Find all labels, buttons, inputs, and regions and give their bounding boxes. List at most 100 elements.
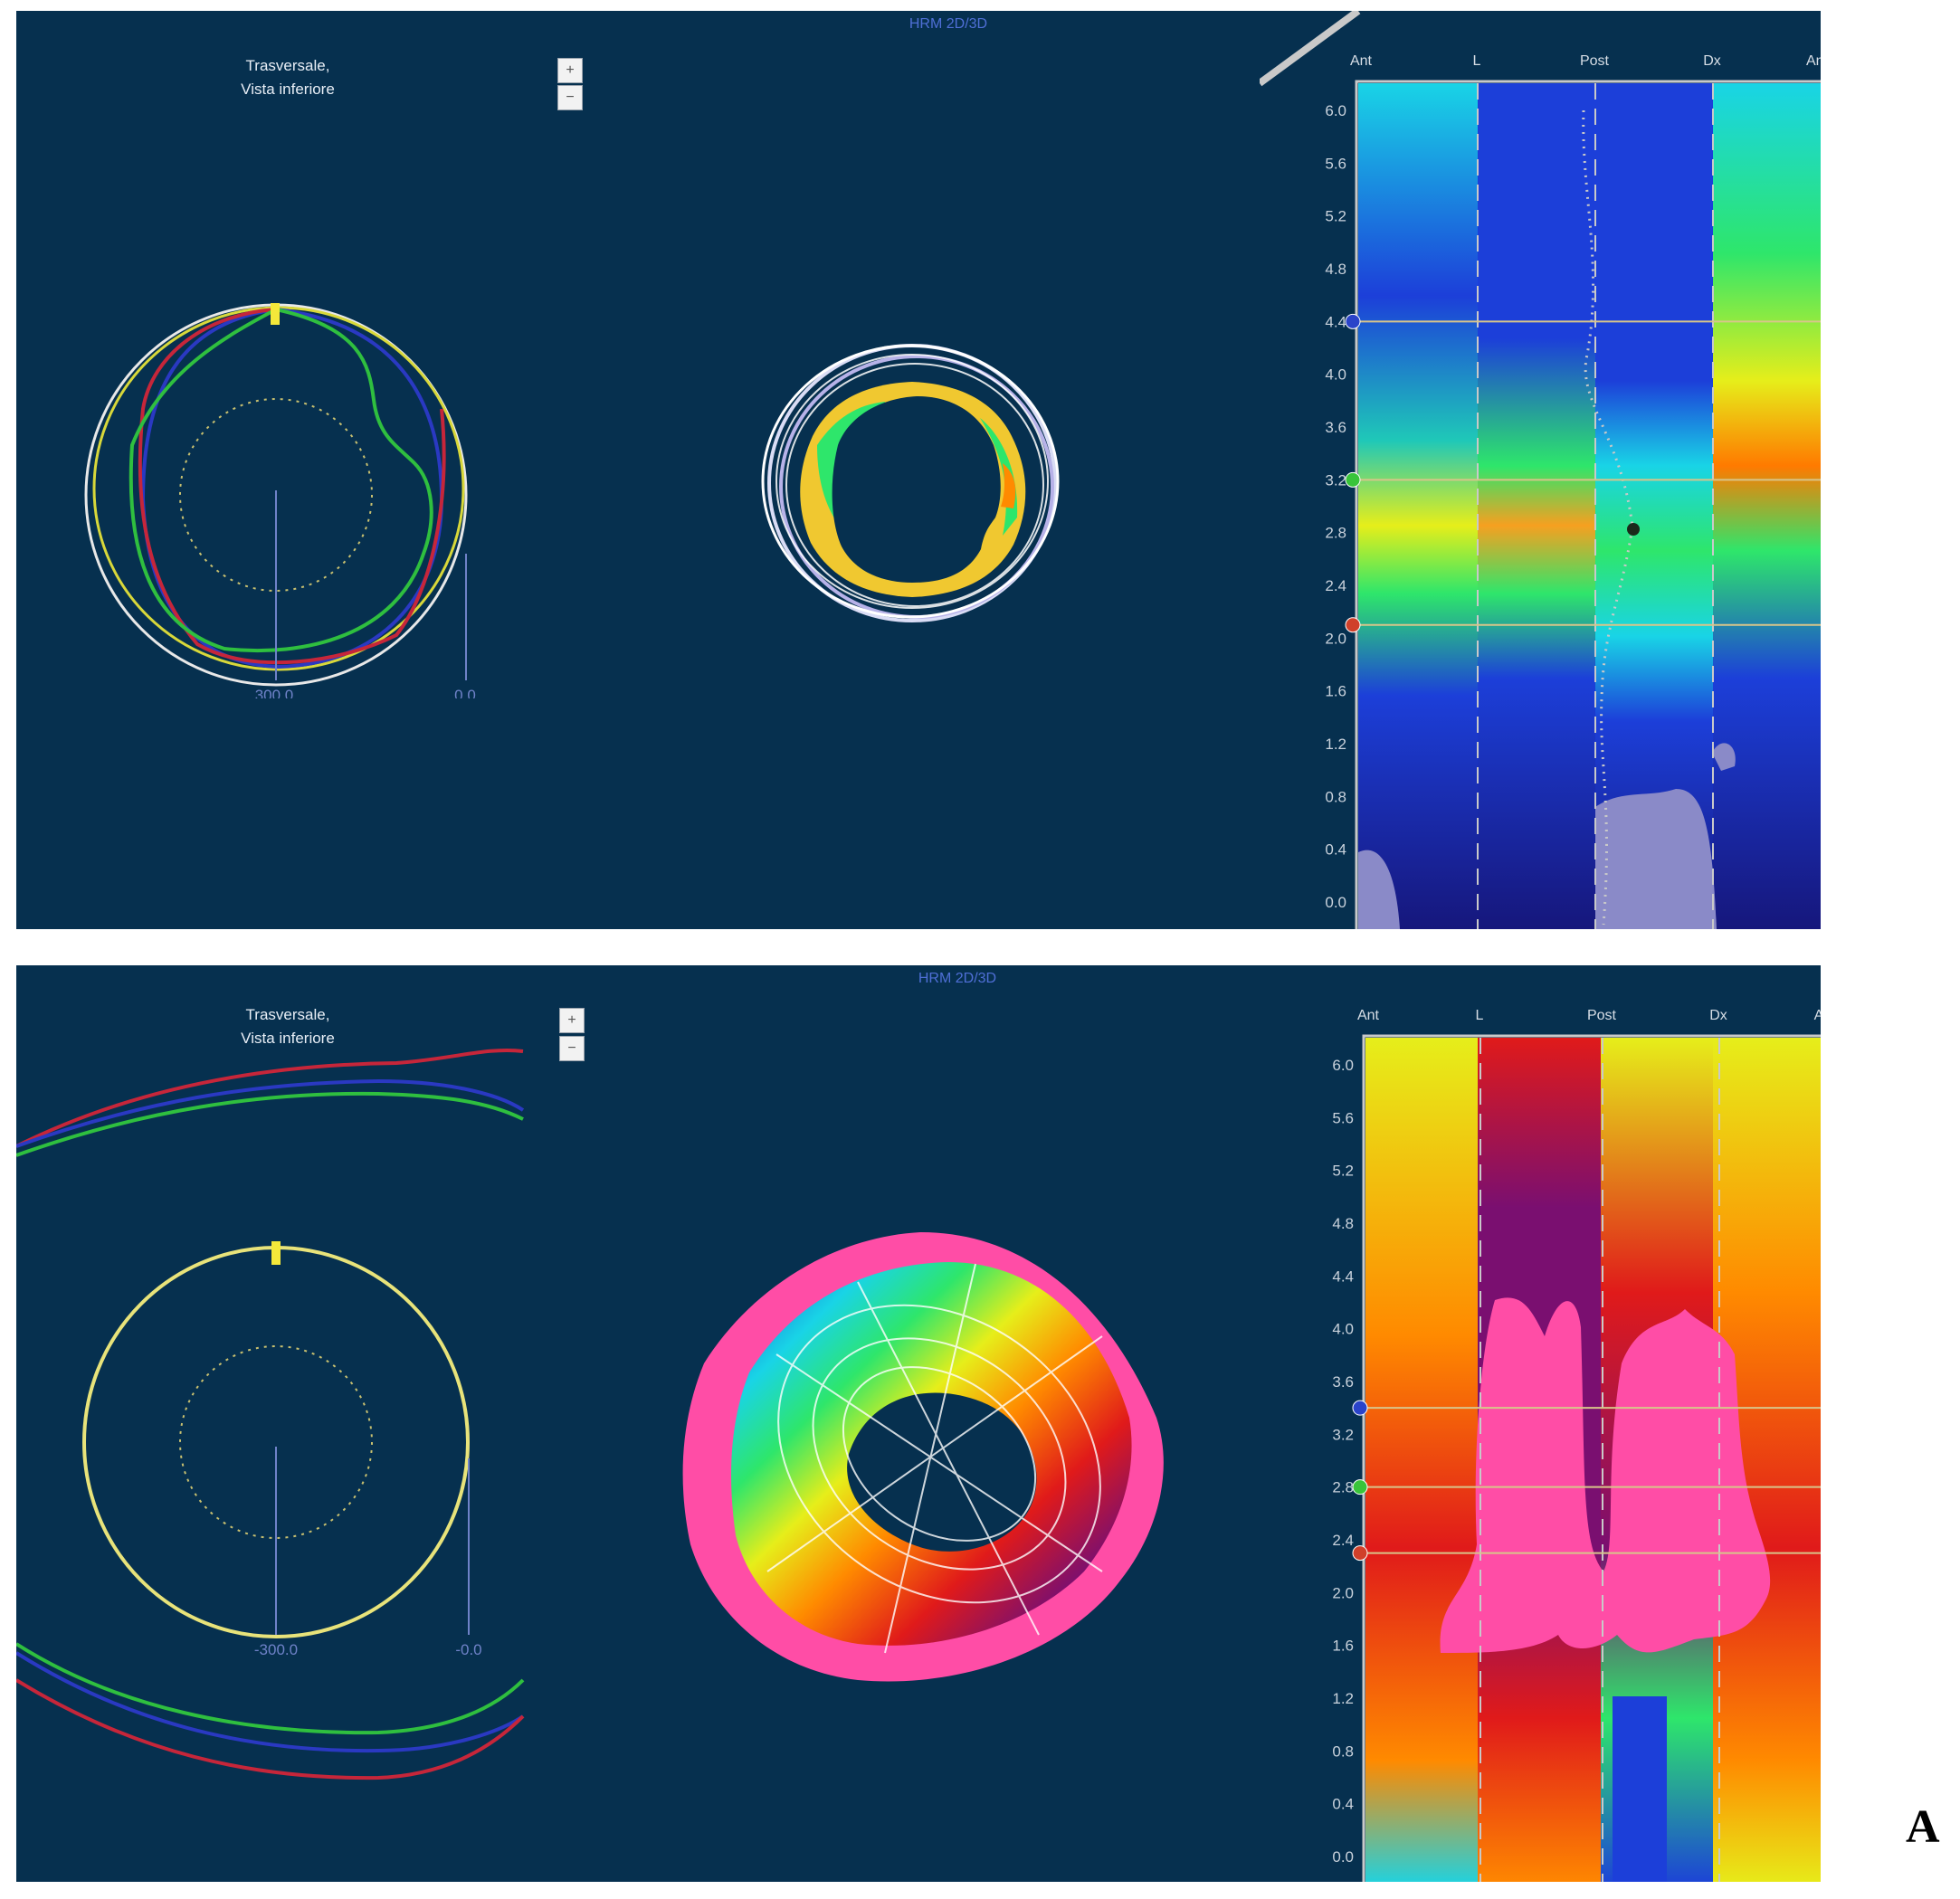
marker-handle[interactable] bbox=[1352, 1400, 1368, 1416]
y-tick-label: 3.6 bbox=[1325, 419, 1346, 436]
column-label: Post bbox=[1580, 53, 1610, 69]
column-labels: Ant L Post Dx A bbox=[1357, 1008, 1821, 1023]
marker-handle[interactable] bbox=[1345, 313, 1361, 329]
view-title-line-2: Vista inferiore bbox=[241, 81, 335, 98]
inner-dotted-circle bbox=[179, 1345, 373, 1539]
heatmap-fill bbox=[1358, 83, 1821, 929]
orientation-marker bbox=[271, 303, 280, 325]
pressure-map-bottom: 6.0 5.6 5.2 4.8 4.4 4.0 3.6 3.2 2.8 2.4 2.0 1.6 1.2 0… bbox=[1332, 1008, 1821, 1882]
inner-dotted-circle bbox=[179, 398, 373, 592]
trajectory-point bbox=[1627, 523, 1640, 536]
y-tick-label: 2.0 bbox=[1325, 630, 1346, 647]
orientation-marker bbox=[271, 1241, 281, 1265]
y-tick-label: 4.0 bbox=[1325, 366, 1346, 384]
column-label: Post bbox=[1587, 1008, 1617, 1023]
column-label: L bbox=[1473, 53, 1481, 69]
y-tick-label: 5.6 bbox=[1332, 1109, 1354, 1126]
scale-label-right: -0.0 bbox=[455, 1641, 481, 1658]
y-tick-label: 5.2 bbox=[1325, 208, 1346, 225]
column-gridlines bbox=[1480, 1038, 1720, 1882]
y-tick-label: 4.8 bbox=[1332, 1215, 1354, 1232]
y-tick-label: 0.4 bbox=[1332, 1796, 1354, 1813]
marker-handle[interactable] bbox=[1345, 617, 1361, 633]
column-gridlines bbox=[1477, 83, 1714, 929]
marker-lines bbox=[1345, 313, 1821, 633]
view-title-line-1: Trasversale, bbox=[245, 57, 330, 74]
column-label: Ant bbox=[1357, 1008, 1380, 1023]
app-title: HRM 2D/3D bbox=[909, 16, 988, 32]
ring-mesh bbox=[766, 1263, 1103, 1654]
figure-label: A bbox=[1906, 1801, 1940, 1853]
contour-blue bbox=[140, 307, 444, 669]
y-tick-label: 2.8 bbox=[1325, 525, 1346, 542]
high-pressure-region bbox=[1440, 1297, 1771, 1653]
y-tick-label: 4.0 bbox=[1332, 1321, 1354, 1338]
column-label: Dx bbox=[1703, 53, 1721, 69]
contour-red bbox=[138, 308, 446, 665]
zoom-in-icon: + bbox=[567, 1012, 576, 1028]
zoom-out-icon: − bbox=[567, 1040, 576, 1056]
y-tick-label: 1.2 bbox=[1332, 1690, 1354, 1707]
y-axis-ticks: 6.0 5.6 5.2 4.8 4.4 4.0 3.6 3.2 2.8 2.4 2.0 1.6 1.2 0… bbox=[1332, 1057, 1354, 1866]
contour-green bbox=[16, 1091, 524, 1157]
y-tick-label: 0.4 bbox=[1325, 841, 1346, 859]
view-title: Trasversale, Vista inferiore bbox=[179, 54, 396, 101]
zoom-out-icon: − bbox=[566, 90, 575, 105]
contour-2d-view: 300.0 0.0 bbox=[84, 303, 476, 698]
column-label: Ant bbox=[1806, 53, 1821, 69]
y-tick-label: 0.0 bbox=[1332, 1848, 1354, 1866]
ring-3d-view bbox=[761, 344, 1060, 622]
y-tick-label: 4.8 bbox=[1325, 261, 1346, 278]
heatmap-fill bbox=[1365, 1038, 1821, 1882]
marker-handle[interactable] bbox=[1352, 1545, 1368, 1562]
y-tick-label: 3.2 bbox=[1325, 471, 1346, 489]
y-tick-label: 0.8 bbox=[1332, 1742, 1354, 1760]
y-tick-label: 1.2 bbox=[1325, 736, 1346, 753]
view-title-line-2: Vista inferiore bbox=[241, 1030, 335, 1047]
y-tick-label: 5.2 bbox=[1332, 1163, 1354, 1180]
app-title: HRM 2D/3D bbox=[918, 971, 997, 986]
y-tick-label: 1.6 bbox=[1325, 683, 1346, 700]
scale-label-right: 0.0 bbox=[454, 687, 476, 698]
y-tick-label: 0.0 bbox=[1325, 894, 1346, 911]
ring-lumen bbox=[832, 396, 1001, 583]
y-axis-ticks: 6.0 5.6 5.2 4.8 4.4 4.0 3.6 3.2 2.8 2.4 2.0 1.6 1.2 0… bbox=[1325, 102, 1346, 911]
hrm-panel-top: HRM 2D/3D Trasversale, Vista inferiore +… bbox=[16, 11, 1821, 929]
scale-label-left: 300.0 bbox=[255, 687, 294, 698]
y-tick-label: 4.4 bbox=[1332, 1268, 1354, 1285]
scale-label-left: -300.0 bbox=[254, 1641, 298, 1658]
y-tick-label: 3.6 bbox=[1332, 1373, 1354, 1391]
zoom-out-button[interactable]: − bbox=[559, 1036, 585, 1061]
view-title-line-1: Trasversale, bbox=[245, 1006, 330, 1023]
y-tick-label: 2.8 bbox=[1332, 1479, 1354, 1496]
zoom-in-icon: + bbox=[566, 62, 575, 78]
trajectory-line bbox=[1582, 109, 1634, 926]
y-tick-label: 2.0 bbox=[1332, 1584, 1354, 1601]
column-labels: Ant L Post Dx Ant bbox=[1350, 53, 1821, 69]
y-tick-label: 0.8 bbox=[1325, 788, 1346, 805]
y-tick-label: 2.4 bbox=[1325, 577, 1346, 594]
marker-handle[interactable] bbox=[1345, 471, 1361, 488]
contour-blue bbox=[16, 1078, 525, 1148]
y-tick-label: 6.0 bbox=[1325, 102, 1346, 119]
zoom-out-button[interactable]: − bbox=[557, 85, 583, 110]
contour-2d-view: -300.0 -0.0 bbox=[16, 1048, 525, 1780]
column-label: Dx bbox=[1709, 1008, 1727, 1023]
column-label: A bbox=[1814, 1008, 1821, 1023]
marker-handle[interactable] bbox=[1352, 1479, 1368, 1495]
zoom-in-button[interactable]: + bbox=[559, 1008, 585, 1033]
contour-red bbox=[16, 1048, 524, 1148]
y-tick-label: 3.2 bbox=[1332, 1426, 1354, 1443]
column-label: L bbox=[1476, 1008, 1484, 1023]
contour-green bbox=[128, 307, 433, 653]
hrm-panel-bottom: HRM 2D/3D Trasversale, Vista inferiore +… bbox=[16, 965, 1821, 1882]
y-tick-label: 1.6 bbox=[1332, 1638, 1354, 1655]
marker-lines bbox=[1352, 1400, 1821, 1562]
y-tick-label: 6.0 bbox=[1332, 1057, 1354, 1074]
pressure-map-top: 6.0 5.6 5.2 4.8 4.4 4.0 3.6 3.2 2.8 2.4 2.0 1.6 1.2 0… bbox=[1260, 11, 1821, 929]
y-tick-label: 5.6 bbox=[1325, 155, 1346, 172]
zoom-in-button[interactable]: + bbox=[557, 58, 583, 83]
ring-3d-view bbox=[682, 1232, 1164, 1682]
view-title: Trasversale, Vista inferiore bbox=[179, 1003, 396, 1050]
column-label: Ant bbox=[1350, 53, 1373, 69]
